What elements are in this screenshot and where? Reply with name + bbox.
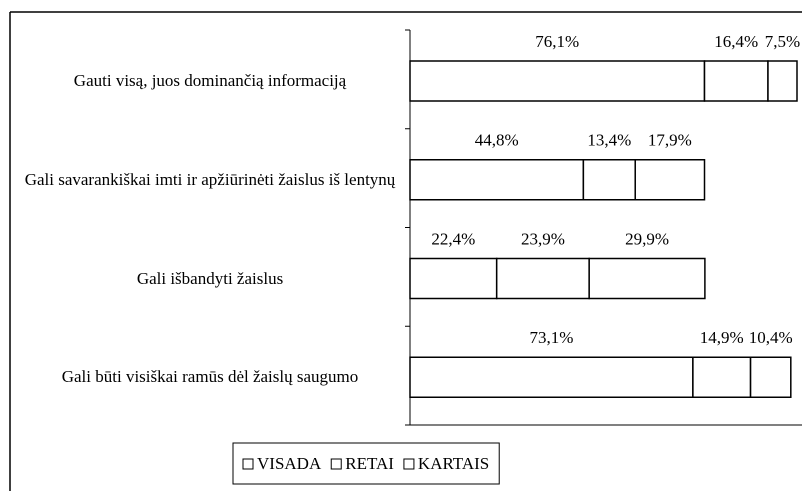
legend-label: VISADA [257,454,322,473]
value-label: 73,1% [529,328,573,347]
bar-segment [692,356,752,398]
bar-segment [409,356,694,398]
value-label: 76,1% [535,32,579,51]
value-label: 7,5% [765,32,800,51]
bar-segment [582,159,636,201]
bar-segment [703,60,769,102]
legend-label: RETAI [345,454,394,473]
value-label: 23,9% [521,229,565,248]
category-label: Gali savarankiškai imti ir apžiūrinėti ž… [24,169,396,189]
value-label: 16,4% [714,32,758,51]
category-label: Gali išbandyti žaislus [136,268,284,288]
legend-swatch [242,458,254,470]
bar-segment [495,257,590,300]
legend-swatch [403,458,415,470]
value-label: 29,9% [625,229,669,248]
category-label: Gali būti visiškai ramūs dėl žaislų saug… [61,367,359,387]
bar-segment [409,60,706,102]
bar-segment [409,257,498,300]
value-label: 44,8% [475,131,519,150]
value-label: 17,9% [648,131,692,150]
value-label: 13,4% [587,131,631,150]
bar-segment [767,60,798,102]
legend-box [232,442,500,485]
value-label: 22,4% [431,229,475,248]
value-label: 14,9% [700,328,744,347]
legend-label: KARTAIS [418,454,489,473]
legend-swatch [330,458,342,470]
bar-segment [634,159,706,201]
bar-segment [749,356,792,398]
value-label: 10,4% [749,328,793,347]
bar-segment [409,159,585,201]
category-label: Gauti visą, juos dominančią informaciją [73,71,347,90]
bar-segment [588,257,706,300]
